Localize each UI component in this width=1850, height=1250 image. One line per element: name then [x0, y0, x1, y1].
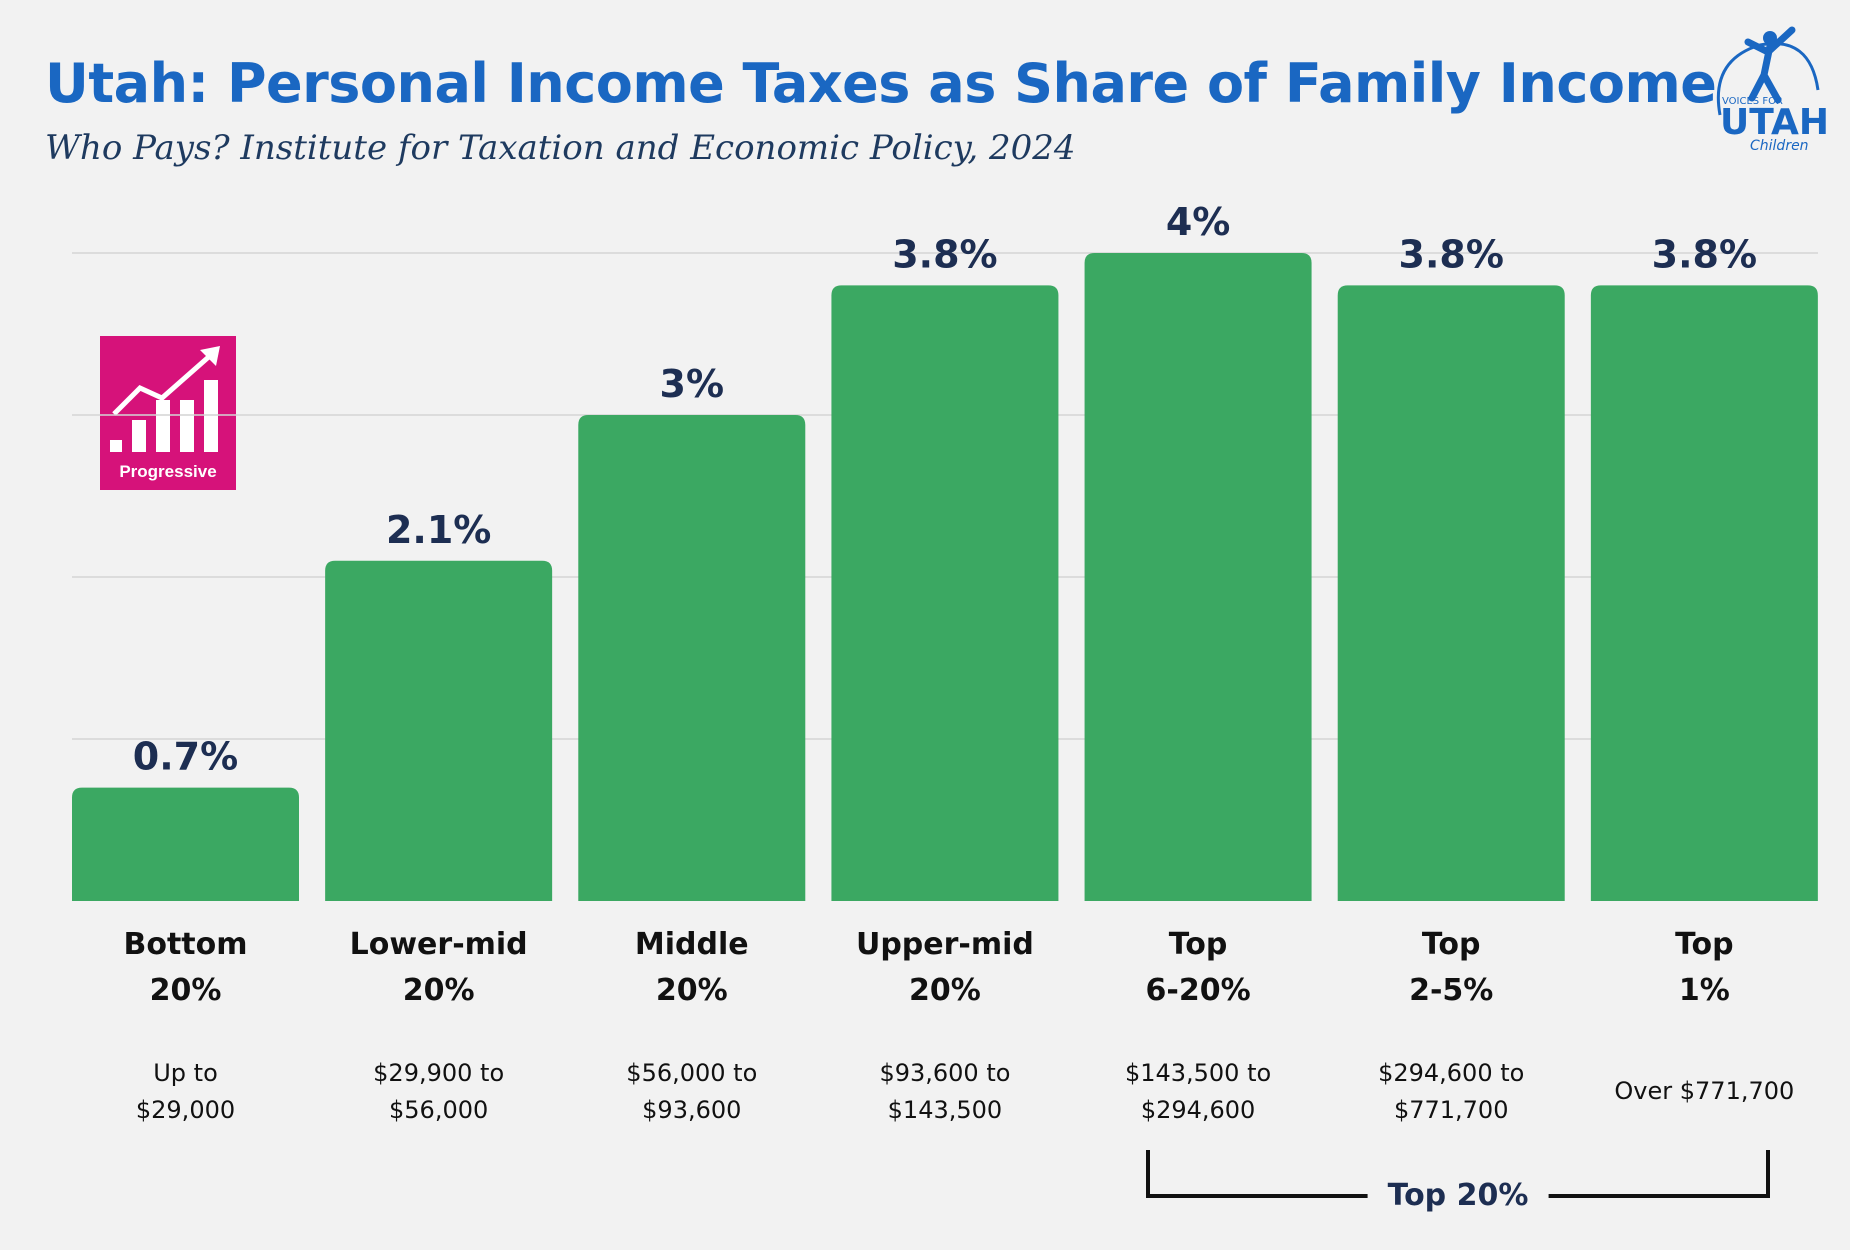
category-label: Lower-mid [350, 927, 528, 962]
logo-line3: Children [1750, 138, 1809, 154]
income-range-label: $294,600 to [1378, 1059, 1524, 1087]
income-range-label: $143,500 to [1125, 1059, 1271, 1087]
progressive-label: Progressive [119, 462, 217, 481]
bar-value-label: 3.8% [892, 232, 997, 276]
category-label: Top [1422, 927, 1481, 962]
bar [72, 787, 299, 901]
income-range-label: Up to [153, 1059, 218, 1087]
income-range-label: $143,500 [888, 1096, 1003, 1124]
bar-value-label: 2.1% [386, 508, 491, 552]
category-label: 20% [150, 973, 222, 1008]
bars [72, 253, 1818, 901]
income-range-label: $294,600 [1141, 1096, 1256, 1124]
category-label: 6-20% [1146, 973, 1251, 1008]
top-group-label: Top 20% [1367, 1178, 1549, 1213]
income-range-label: $93,600 to [879, 1059, 1010, 1087]
income-range-label: $93,600 [642, 1096, 741, 1124]
category-label: Top [1169, 927, 1228, 962]
category-label: 1% [1679, 973, 1730, 1008]
logo-line2: UTAH [1720, 102, 1829, 143]
bar [831, 285, 1059, 901]
chart-subtitle: Who Pays? Institute for Taxation and Eco… [45, 128, 1076, 168]
labels: 0.7% Bottom 20% Up to $29,000 2.1% Lower-mid 20… [123, 200, 1794, 1124]
income-range-label: $29,000 [136, 1096, 235, 1124]
bar-value-label: 3.8% [1652, 232, 1757, 276]
income-range-label: $29,900 to [373, 1059, 504, 1087]
category-label: Top [1675, 927, 1734, 962]
chart-title: Utah: Personal Income Taxes as Share of … [45, 52, 1717, 115]
bar-value-label: 4% [1166, 200, 1231, 244]
category-label: 2-5% [1409, 973, 1493, 1008]
category-label: Middle [635, 927, 749, 962]
income-range-label: $771,700 [1394, 1096, 1509, 1124]
rising-chart-icon [110, 346, 220, 452]
category-label: Upper-mid [856, 927, 1034, 962]
income-range-label: $56,000 to [626, 1059, 757, 1087]
category-label: 20% [403, 973, 475, 1008]
bar [578, 415, 806, 901]
progressive-badge: Progressive [100, 336, 236, 490]
bar [1084, 253, 1312, 901]
bar-value-label: 3.8% [1399, 232, 1504, 276]
category-label: 20% [656, 973, 728, 1008]
category-label: 20% [909, 973, 981, 1008]
bar [1590, 285, 1818, 901]
bar-value-label: 0.7% [133, 735, 238, 779]
bar-value-label: 3% [660, 362, 725, 406]
logo-line1: VOICES FOR [1722, 96, 1783, 107]
voices-for-utah-children-logo: VOICES FOR UTAH Children [1716, 26, 1829, 154]
income-range-label: Over $771,700 [1614, 1077, 1794, 1105]
category-label: Bottom [123, 927, 247, 962]
bar [325, 560, 553, 901]
bar [1337, 285, 1565, 901]
income-range-label: $56,000 [389, 1096, 488, 1124]
